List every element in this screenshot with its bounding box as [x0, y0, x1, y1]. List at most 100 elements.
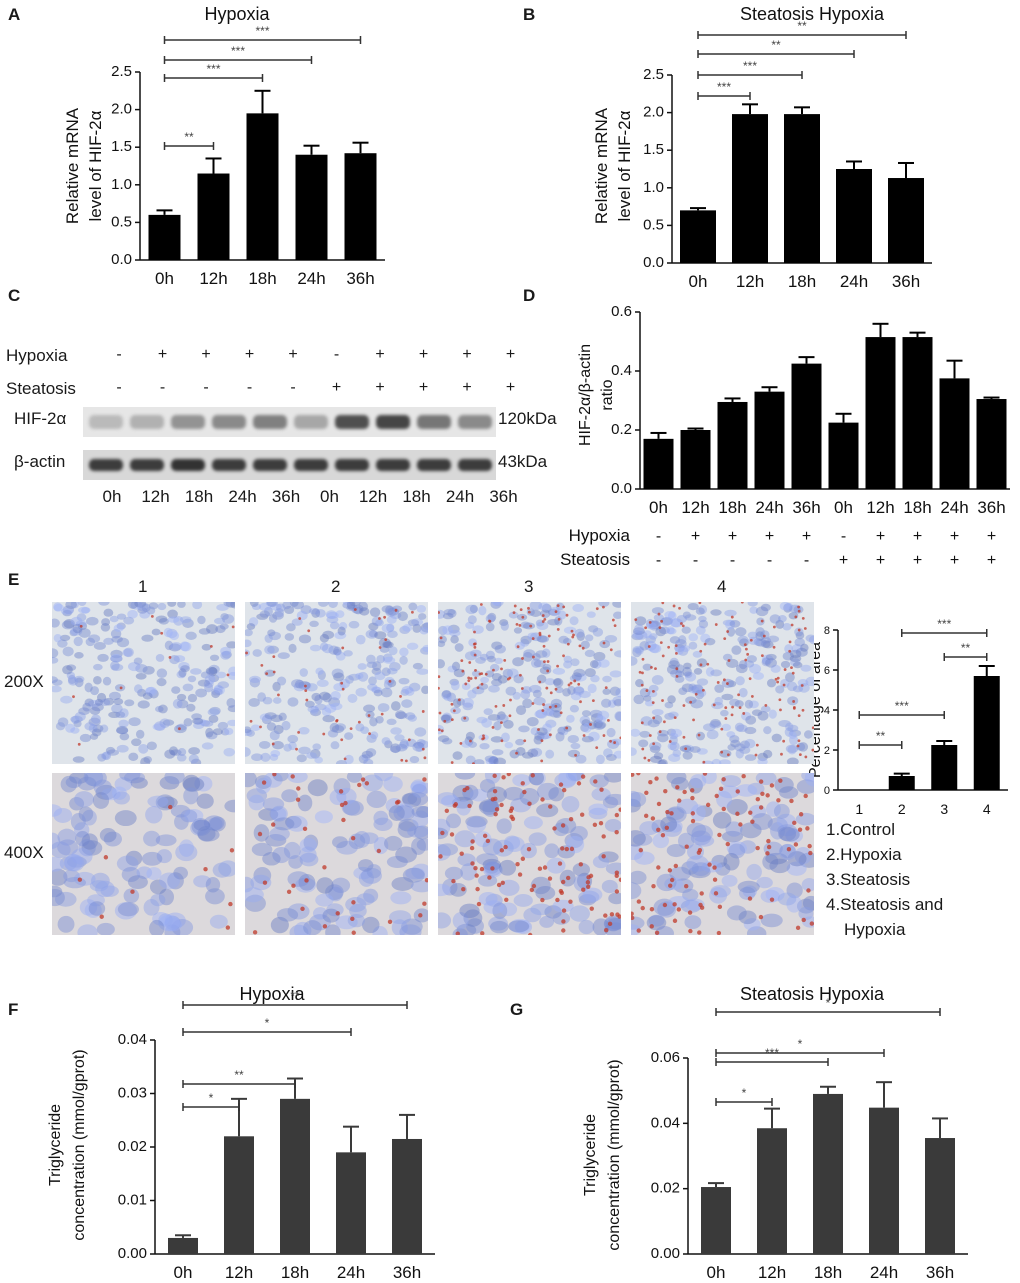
- cell-nucleus: [465, 604, 478, 615]
- cell-nucleus: [438, 640, 446, 648]
- cell-nucleus: [648, 620, 661, 631]
- condition-mark: +: [876, 552, 885, 569]
- micrograph-background: [245, 602, 428, 764]
- cell-nucleus: [168, 746, 179, 756]
- cell-nucleus: [155, 615, 168, 623]
- cell-nucleus: [489, 920, 509, 934]
- cell-nucleus: [526, 608, 535, 616]
- lipid-droplet: [418, 913, 423, 918]
- cell-nucleus: [780, 660, 791, 669]
- cell-nucleus: [530, 727, 540, 736]
- x-tick-label: 36h: [977, 498, 1005, 517]
- cell-nucleus: [153, 721, 166, 732]
- cell-nucleus: [579, 715, 591, 726]
- cell-nucleus: [205, 888, 225, 905]
- cell-nucleus: [71, 848, 93, 865]
- lipid-droplet: [604, 686, 608, 690]
- cell-nucleus: [106, 749, 120, 756]
- x-tick-label: 24h: [755, 498, 783, 517]
- lipid-droplet: [545, 686, 549, 690]
- cell-nucleus: [438, 912, 452, 929]
- cell-nucleus: [258, 808, 279, 821]
- cell-nucleus: [353, 830, 371, 848]
- cell-nucleus: [691, 862, 711, 877]
- cell-nucleus: [287, 697, 299, 707]
- cell-nucleus: [314, 694, 323, 705]
- lipid-droplet: [698, 602, 702, 605]
- cell-nucleus: [93, 779, 112, 795]
- lipid-droplet: [641, 657, 645, 661]
- cell-nucleus: [297, 794, 313, 812]
- cell-nucleus: [372, 661, 382, 671]
- lipid-droplet: [508, 714, 512, 718]
- lipid-droplet: [791, 671, 795, 675]
- cell-nucleus: [352, 604, 364, 615]
- lipid-droplet: [490, 866, 495, 871]
- blot-condition-mark: +: [375, 379, 385, 396]
- cell-nucleus: [133, 657, 143, 665]
- cell-nucleus: [355, 634, 366, 645]
- lipid-droplet: [245, 651, 248, 655]
- lipid-droplet: [119, 686, 123, 690]
- lipid-droplet: [459, 742, 463, 745]
- cell-nucleus: [631, 747, 637, 756]
- blot-condition-mark: -: [116, 346, 122, 363]
- cell-nucleus: [386, 667, 398, 675]
- x-tick-label: 24h: [870, 1263, 898, 1282]
- cell-nucleus: [460, 740, 472, 748]
- cell-nucleus: [535, 709, 548, 719]
- y-axis-label: Relative mRNA: [592, 107, 611, 224]
- lipid-droplet: [690, 811, 696, 816]
- cell-nucleus: [669, 741, 680, 751]
- cell-nucleus: [658, 626, 670, 635]
- cell-nucleus: [111, 635, 123, 643]
- cell-nucleus: [342, 800, 364, 816]
- cell-nucleus: [689, 746, 701, 753]
- cell-nucleus: [419, 627, 428, 635]
- cell-nucleus: [660, 816, 678, 832]
- lipid-droplet: [806, 888, 811, 893]
- lipid-droplet: [491, 726, 495, 729]
- cell-nucleus: [272, 817, 295, 831]
- cell-nucleus: [469, 604, 478, 614]
- cell-nucleus: [499, 619, 509, 626]
- significance-bracket: *: [182, 1091, 240, 1111]
- x-tick-label: 18h: [814, 1263, 842, 1282]
- bar-2: [888, 776, 915, 790]
- lipid-droplet: [513, 604, 517, 608]
- cell-nucleus: [573, 668, 586, 678]
- cell-nucleus: [245, 894, 266, 912]
- lipid-droplet: [542, 644, 546, 648]
- lipid-droplet: [675, 667, 679, 671]
- cell-nucleus: [450, 635, 459, 644]
- condition-mark: +: [987, 528, 996, 545]
- cell-nucleus: [262, 797, 285, 812]
- lipid-droplet: [522, 789, 527, 795]
- lipid-droplet: [225, 925, 231, 930]
- cell-nucleus: [657, 733, 669, 743]
- cell-nucleus: [738, 687, 748, 698]
- cell-nucleus: [609, 686, 621, 696]
- x-tick-label: 12h: [866, 498, 894, 517]
- cell-nucleus: [92, 792, 110, 809]
- lipid-droplet: [423, 756, 427, 760]
- cell-nucleus: [539, 732, 552, 740]
- lipid-droplet: [573, 679, 577, 683]
- lipid-droplet: [797, 605, 801, 609]
- cell-nucleus: [110, 649, 123, 659]
- lipid-droplet: [618, 807, 621, 812]
- y-axis-label: Relative mRNA: [63, 107, 82, 224]
- cell-nucleus: [178, 661, 190, 671]
- blot-condition-mark: +: [418, 379, 429, 396]
- cell-nucleus: [365, 629, 379, 639]
- micrograph-column-label: 2: [331, 577, 341, 596]
- cell-nucleus: [124, 699, 135, 707]
- cell-nucleus: [305, 683, 318, 692]
- bar-18h: [784, 114, 820, 263]
- cell-nucleus: [712, 811, 732, 829]
- cell-nucleus: [479, 653, 489, 661]
- cell-nucleus: [116, 622, 126, 630]
- cell-nucleus: [389, 745, 401, 753]
- cell-nucleus: [586, 611, 596, 618]
- cell-nucleus: [785, 744, 799, 754]
